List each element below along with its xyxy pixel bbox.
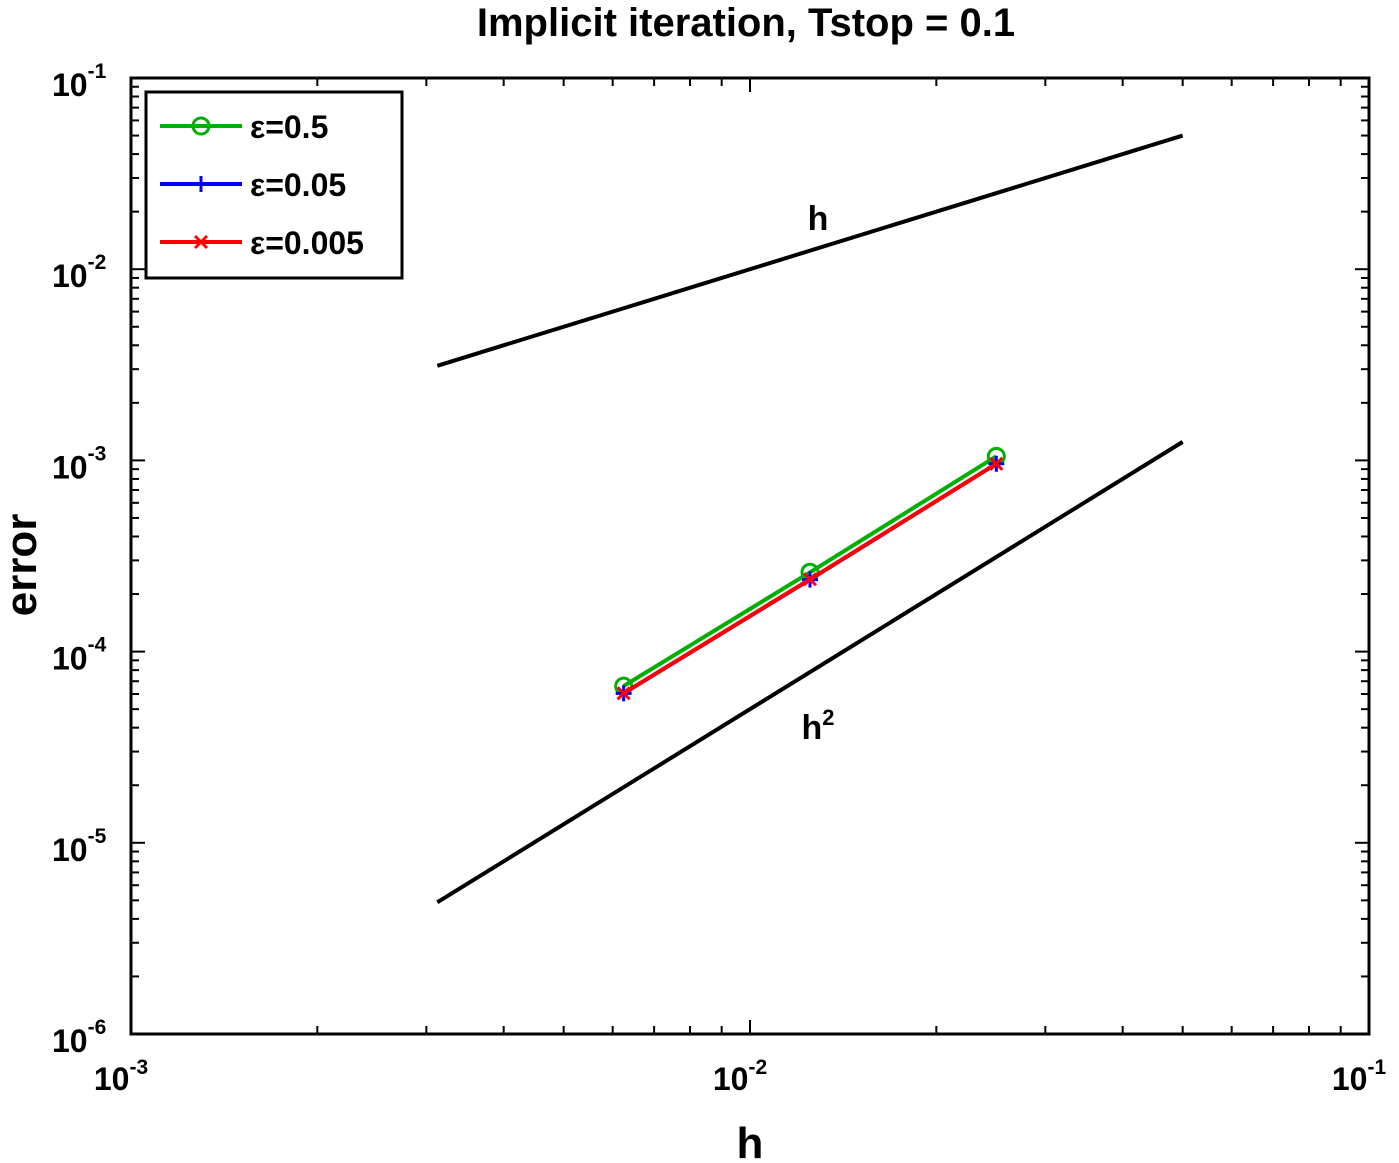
legend-label: ε=0.005 [250,225,364,261]
x-marker [616,686,631,701]
reference-line-label: h [808,200,829,238]
y-tick-label: 10-3 [52,442,106,485]
reference-line-label: h2 [801,705,834,747]
y-axis-label: error [0,514,46,617]
x-tick-label: 10-1 [1332,1056,1387,1097]
y-tick-label: 10-2 [52,251,106,294]
reference-lines: h h2 [436,133,1184,905]
series-3 [616,456,1004,701]
axis-ticks: 10-3 10-2 10-1 10-6 10-5 10-4 10-3 10-2 10-1 [52,60,1386,1097]
legend-entry: ε=0.5 [160,109,328,145]
y-tick-label: 10-4 [52,634,107,677]
circle-marker [191,116,211,136]
data-series [614,446,1006,702]
y-tick-label: 10-6 [52,1016,106,1059]
x-tick-label: 10-3 [94,1056,148,1097]
reference-line [436,440,1184,905]
legend-entry: ε=0.005 [160,225,364,261]
x-marker [802,572,818,587]
legend: ε=0.5 ε=0.05 ε=0.005 [144,90,404,280]
y-tick-label: 10-1 [52,60,107,103]
chart-title: Implicit iteration, Tstop = 0.1 [477,1,1015,45]
x-marker [193,234,209,250]
plot-frame [129,76,1371,1036]
x-marker [989,456,1004,471]
x-tick-label: 10-2 [713,1056,767,1097]
legend-label: ε=0.05 [250,167,346,203]
y-tick-label: 10-5 [52,825,107,868]
legend-label: ε=0.5 [250,109,328,145]
series-line [622,454,998,688]
series-1 [614,446,1006,696]
legend-entry: ε=0.05 [160,167,346,203]
x-axis-label: h [737,1119,764,1163]
reference-line [436,133,1184,368]
